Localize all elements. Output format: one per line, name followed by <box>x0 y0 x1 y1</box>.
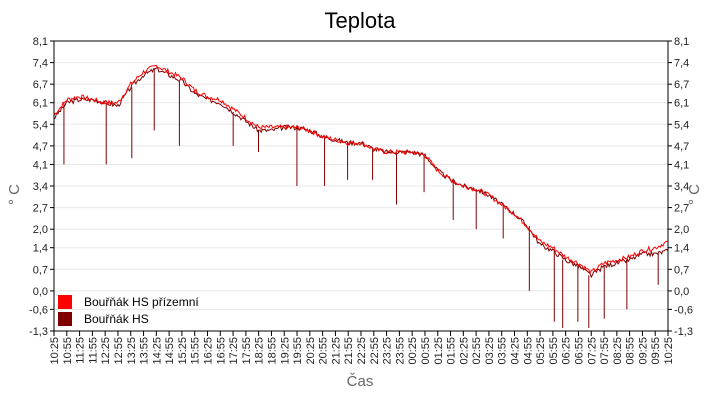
y-tick-label: 5,4 <box>674 119 689 131</box>
x-tick-label: 11:25 <box>75 337 87 364</box>
x-tick-label: 10:25 <box>49 337 61 365</box>
chart-title: Teplota <box>324 8 396 33</box>
y-tick-label: 8,1 <box>674 36 689 48</box>
x-tick-label: 13:25 <box>126 337 138 365</box>
x-tick-label: 02:55 <box>471 337 483 365</box>
x-tick-label: 09:55 <box>650 337 662 365</box>
x-tick-label: 07:25 <box>586 337 598 365</box>
y-tick-label: 4,7 <box>33 141 48 153</box>
y-tick-label: 1,4 <box>33 243 48 255</box>
y-tick-label: 3,4 <box>674 181 689 193</box>
legend-swatch <box>58 295 72 309</box>
x-tick-label: 02:25 <box>458 337 470 365</box>
x-tick-label: 00:55 <box>420 337 432 365</box>
x-tick-label: 22:25 <box>356 337 368 365</box>
x-tick-label: 20:55 <box>318 337 330 365</box>
series-line <box>53 64 669 275</box>
x-tick-label: 15:55 <box>190 337 202 365</box>
x-tick-label: 16:55 <box>215 337 227 365</box>
x-tick-label: 01:25 <box>433 337 445 365</box>
x-tick-label: 16:25 <box>203 337 215 365</box>
y-tick-label: 0,7 <box>674 264 689 276</box>
x-tick-label: 15:25 <box>177 337 189 365</box>
y-tick-label: 4,1 <box>33 159 48 171</box>
x-tick-label: 06:55 <box>573 337 585 365</box>
y-tick-label: 7,4 <box>33 58 48 70</box>
y-tick-label: 0,0 <box>674 286 689 298</box>
legend-label: Bouřňák HS <box>84 312 149 326</box>
y-tick-label: -0,6 <box>674 304 693 316</box>
y-tick-label: 2,7 <box>674 203 689 215</box>
x-tick-label: 05:55 <box>548 337 560 365</box>
legend-item-hs: Bouřňák HS <box>58 312 149 326</box>
y-tick-label: 5,4 <box>33 119 48 131</box>
y-tick-label: 2,7 <box>33 203 48 215</box>
y-tick-label: 0,7 <box>33 264 48 276</box>
y-tick-label: -1,3 <box>29 326 48 338</box>
x-tick-label: 12:55 <box>113 337 125 365</box>
y-tick-label: 4,7 <box>674 141 689 153</box>
y-tick-label: 6,7 <box>33 79 48 91</box>
x-tick-label: 14:25 <box>151 337 163 365</box>
x-tick-label: 03:55 <box>497 337 509 365</box>
x-tick-label: 21:25 <box>330 337 342 365</box>
x-tick-label: 10:55 <box>62 337 74 365</box>
y-tick-label: -0,6 <box>29 304 48 316</box>
x-tick-label: 08:55 <box>625 337 637 365</box>
x-tick-label: 23:55 <box>394 337 406 365</box>
y-tick-label: -1,3 <box>674 326 693 338</box>
x-tick-label: 00:25 <box>407 337 419 365</box>
y-tick-label: 8,1 <box>33 36 48 48</box>
x-tick-label: 20:25 <box>305 337 317 365</box>
y-tick-label: 6,7 <box>674 79 689 91</box>
x-tick-label: 14:55 <box>164 337 176 365</box>
legend-label: Bouřňák HS přízemní <box>84 295 199 309</box>
x-tick-label: 19:25 <box>279 337 291 365</box>
x-tick-label: 17:55 <box>241 337 253 365</box>
x-tick-label: 21:55 <box>343 337 355 365</box>
y-tick-label: 1,4 <box>674 243 689 255</box>
legend-swatch <box>58 312 72 326</box>
x-tick-label: 11:55 <box>87 337 99 364</box>
y-tick-label: 7,4 <box>674 58 689 70</box>
series-line <box>53 66 669 279</box>
x-tick-label: 03:25 <box>484 337 496 365</box>
x-tick-label: 13:55 <box>139 337 151 365</box>
x-tick-label: 01:55 <box>446 337 458 365</box>
x-tick-label: 22:55 <box>369 337 381 365</box>
x-tick-label: 17:25 <box>228 337 240 365</box>
legend-item-prizemni: Bouřňák HS přízemní <box>58 295 199 309</box>
y-tick-label: 3,4 <box>33 181 48 193</box>
plot-border <box>53 40 669 332</box>
y-tick-label: 4,1 <box>674 159 689 171</box>
x-tick-label: 04:55 <box>522 337 534 365</box>
x-tick-label: 08:25 <box>612 337 624 365</box>
y-tick-label: 6,1 <box>674 98 689 110</box>
x-tick-label: 12:25 <box>100 337 112 365</box>
x-tick-label: 19:55 <box>292 337 304 365</box>
x-tick-label: 06:25 <box>561 337 573 365</box>
x-tick-label: 10:25 <box>663 337 675 365</box>
x-tick-label: 18:55 <box>266 337 278 365</box>
x-axis-label: Čas <box>346 373 374 390</box>
y-tick-label: 2,0 <box>674 224 689 236</box>
x-tick-label: 07:55 <box>599 337 611 365</box>
x-tick-label: 04:25 <box>510 337 522 365</box>
y-tick-label: 2,0 <box>33 224 48 236</box>
x-tick-label: 09:25 <box>637 337 649 365</box>
y-tick-label: 6,1 <box>33 98 48 110</box>
x-tick-label: 18:25 <box>254 337 266 365</box>
x-tick-label: 05:25 <box>535 337 547 365</box>
y-tick-label: 0,0 <box>33 286 48 298</box>
x-tick-label: 23:25 <box>382 337 394 365</box>
